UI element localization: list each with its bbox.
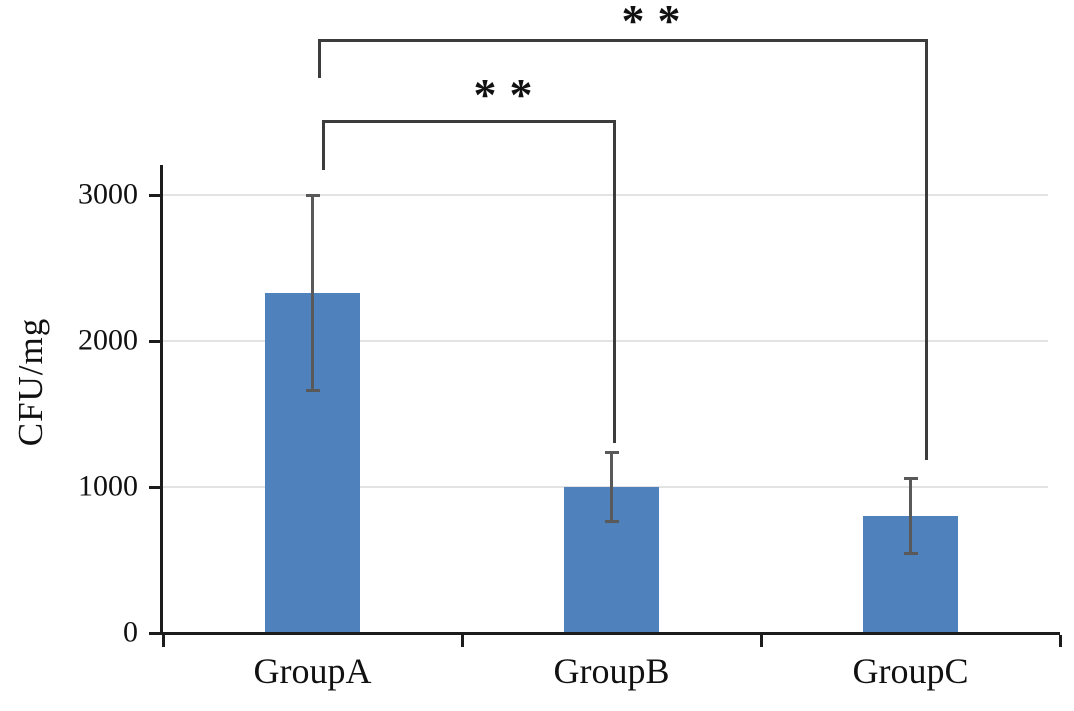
x-tick-mark <box>759 635 763 647</box>
error-bar-cap <box>604 519 619 523</box>
x-axis-line <box>160 632 1060 635</box>
gridline <box>163 194 1048 196</box>
y-tick-mark <box>149 340 160 343</box>
error-bar-cap <box>305 389 320 393</box>
y-tick-mark <box>149 632 160 635</box>
y-tick-label: 3000 <box>78 177 138 211</box>
bracket-right-drop <box>613 120 616 443</box>
error-bar-line <box>909 478 912 554</box>
bracket-left-drop <box>322 120 325 170</box>
x-tick-mark <box>460 635 464 647</box>
error-bar-cap <box>305 193 320 197</box>
x-category-label-groupc: GroupC <box>852 651 969 691</box>
significance-label: ** <box>473 69 546 120</box>
bracket-right-drop <box>925 39 928 460</box>
x-category-label-groupb: GroupB <box>553 651 670 691</box>
x-tick-mark <box>1058 635 1062 647</box>
significance-label: ** <box>621 0 694 46</box>
y-tick-label: 0 <box>123 615 138 649</box>
y-tick-label: 2000 <box>78 323 138 357</box>
y-tick-label: 1000 <box>78 469 138 503</box>
bracket-top <box>322 120 616 123</box>
x-category-label-groupa: GroupA <box>253 651 372 691</box>
error-bar-cap <box>903 551 918 555</box>
bracket-left-drop <box>318 39 321 78</box>
x-tick-mark <box>161 635 165 647</box>
y-tick-mark <box>149 486 160 489</box>
gridline <box>163 340 1048 342</box>
error-bar-cap <box>903 477 918 481</box>
bracket-top <box>318 39 928 42</box>
y-axis-line <box>160 165 163 633</box>
error-bar-line <box>311 195 314 391</box>
y-tick-mark <box>149 194 160 197</box>
error-bar-cap <box>604 451 619 455</box>
error-bar-line <box>610 452 613 522</box>
